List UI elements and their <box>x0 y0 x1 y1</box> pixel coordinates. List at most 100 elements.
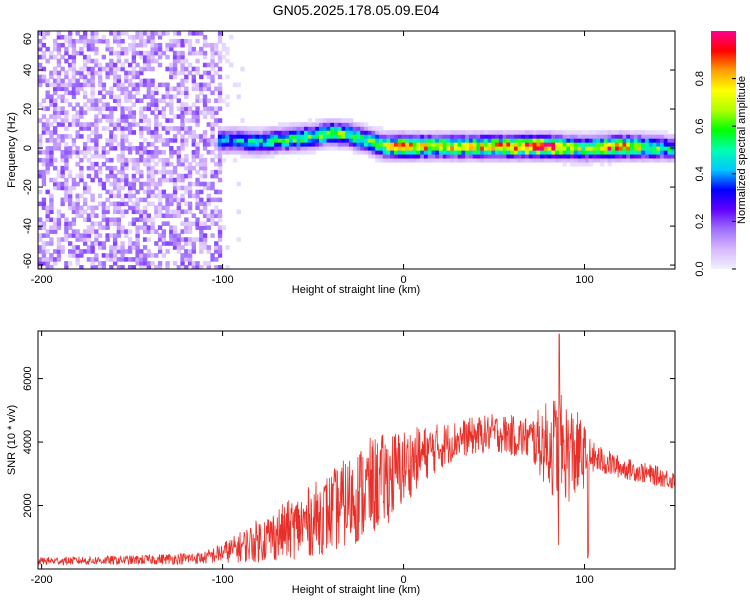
spectrogram-cell <box>139 98 144 103</box>
spectrogram-cell <box>94 58 99 64</box>
spectrogram-cell <box>206 86 211 92</box>
spectrogram-cell <box>142 50 148 56</box>
spectrogram-cell <box>112 217 118 222</box>
spectrogram-cell <box>86 229 92 234</box>
spectrogram-cell <box>49 130 54 135</box>
spectrogram-cell <box>221 225 226 230</box>
spectrogram-cell <box>165 102 170 107</box>
spectrogram-cell <box>498 146 504 151</box>
spectrogram-cell <box>169 106 174 111</box>
spectrogram-cell <box>427 138 433 143</box>
spectrogram-cell <box>112 146 118 151</box>
spectrogram-cell <box>56 245 62 250</box>
spectrogram-cell <box>135 86 140 92</box>
spectrogram-cell <box>64 110 69 115</box>
spectrogram-cell <box>124 193 129 199</box>
spectrogram-cell <box>225 126 230 131</box>
spectrogram-cell <box>184 58 189 64</box>
spectrogram-cell <box>304 142 309 147</box>
spectrogram-cell <box>124 177 129 183</box>
spectrogram-cell <box>251 134 256 139</box>
spectrogram-cell <box>416 150 421 155</box>
spectrogram-cell <box>660 134 665 139</box>
spectrogram-cell <box>663 153 669 159</box>
spectrogram-cell <box>135 233 140 238</box>
spectrogram-cell <box>142 157 148 163</box>
colorbar-tick-label: 0.4 <box>694 166 706 181</box>
spectrogram-cell <box>641 146 646 151</box>
spectrogram-cell <box>532 130 537 135</box>
spectrogram-cell <box>180 102 185 107</box>
spectrogram-cell <box>247 146 253 151</box>
spectrogram-cell <box>307 146 313 151</box>
spectrogram-cell <box>38 249 43 254</box>
spectrogram-cell <box>210 185 215 191</box>
spectrogram-cell <box>79 209 84 215</box>
spectrogram-cell <box>555 138 560 143</box>
spectrogram-cell <box>468 153 474 159</box>
spectrogram-cell <box>217 165 223 171</box>
spectrogram-cell <box>498 130 504 135</box>
spectrogram-cell <box>236 126 241 131</box>
spectrogram-cell <box>671 150 675 155</box>
spectrogram-cell <box>555 157 560 163</box>
spectrogram-cell <box>71 38 77 44</box>
spectrogram-cell <box>146 201 152 207</box>
spectrogram-cell <box>615 134 620 139</box>
spectrogram-cell <box>390 130 395 135</box>
spectrogram-cell <box>135 189 140 195</box>
spectrogram-cell <box>206 193 211 199</box>
spectrogram-cell <box>180 54 185 60</box>
spectrogram-cell <box>187 189 193 195</box>
spectrogram-cell <box>199 265 204 269</box>
spectrogram-cell <box>525 130 530 135</box>
spectrogram-cell <box>656 130 661 135</box>
spectrogram-cell <box>412 157 418 163</box>
spectrogram-cell <box>217 118 223 123</box>
spectrogram-cell <box>165 46 170 52</box>
spectrogram-cell <box>75 205 80 211</box>
spectrogram-cell <box>217 66 223 72</box>
spectrogram-cell <box>165 193 170 199</box>
spectrogram-cell <box>131 130 137 135</box>
spectrogram-cell <box>131 110 137 115</box>
spectrogram-cell <box>60 54 65 60</box>
spectrogram-cell <box>146 126 152 131</box>
spectrogram-cell <box>60 245 65 250</box>
spectrogram-cell <box>300 138 305 143</box>
spectrogram-cell <box>525 138 530 143</box>
spectrogram-cell <box>142 106 148 111</box>
spectrogram-cell <box>476 153 481 159</box>
spectrogram-cell <box>566 157 571 163</box>
spectrogram-cell <box>622 153 627 159</box>
spectrogram-cell <box>603 150 609 155</box>
spectrogram-cell <box>540 130 545 135</box>
spectrogram-cell <box>52 157 58 163</box>
spectrogram-cell <box>521 150 526 155</box>
spectrogram-cell <box>648 134 654 139</box>
spectrogram-cell <box>146 58 152 64</box>
spectrogram-cell <box>67 241 73 246</box>
spectrogram-cell <box>214 70 219 76</box>
spectrogram-cell <box>38 78 43 84</box>
spectrogram-cell <box>217 249 223 254</box>
spectrogram-cell <box>101 161 107 167</box>
spectrogram-cell <box>154 138 159 143</box>
spectrogram-cell <box>187 193 193 199</box>
spectrogram-cell <box>135 62 140 68</box>
spectrogram-cell <box>528 142 534 147</box>
spectrogram-cell <box>202 106 208 111</box>
spectrogram-cell <box>146 181 152 187</box>
spectrogram-cell <box>236 142 241 147</box>
spectrogram-cell <box>161 177 166 183</box>
spectrogram-cell <box>154 205 159 211</box>
spectrogram-cell <box>191 78 196 84</box>
spectrogram-cell <box>532 150 537 155</box>
spectrogram-cell <box>75 122 80 127</box>
spectrogram-cell <box>165 90 170 96</box>
spectrogram-cell <box>169 46 174 52</box>
spectrogram-cell <box>139 153 144 159</box>
spectrogram-cell <box>562 146 567 151</box>
spectrogram-cell <box>187 106 193 111</box>
